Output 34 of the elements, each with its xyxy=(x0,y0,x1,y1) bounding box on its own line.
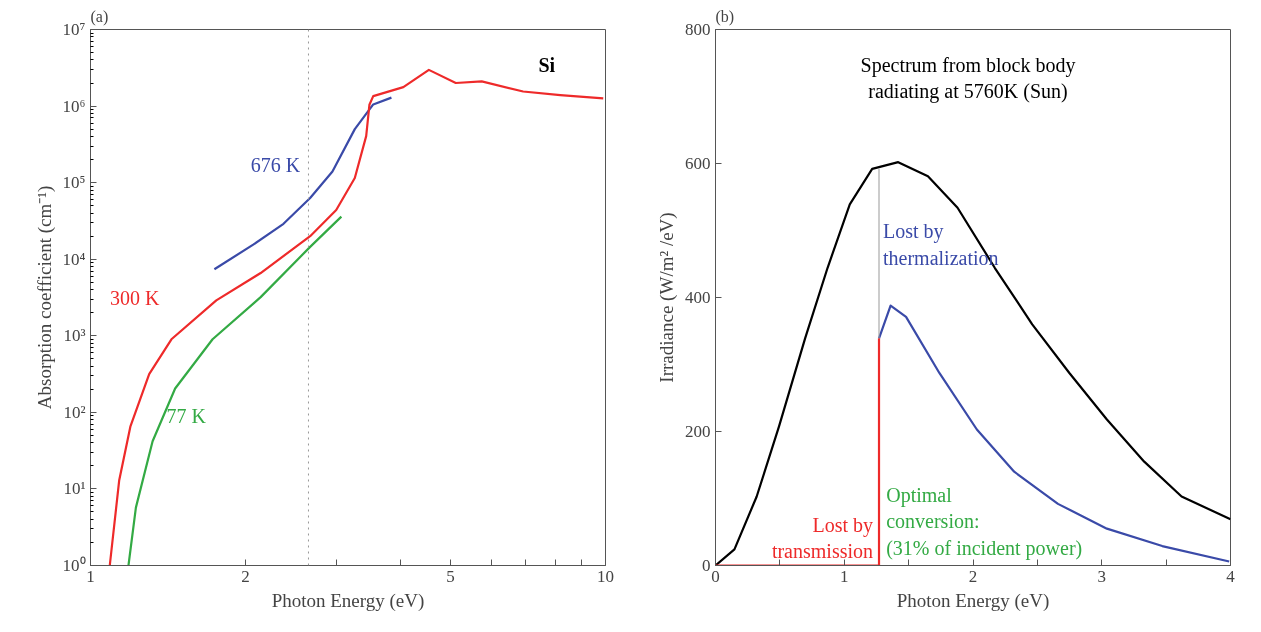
y-tick-label: 10⁰ xyxy=(62,556,86,575)
x-tick-label: 5 xyxy=(446,566,455,586)
x-axis-title: Photon Energy (eV) xyxy=(271,589,425,612)
chart-title: (b) xyxy=(715,7,735,26)
x-tick-label: 3 xyxy=(1097,566,1106,586)
series-label: 77 K xyxy=(166,405,207,428)
y-axis-title: Irradiance (W/m² /eV) xyxy=(656,212,678,383)
y-tick-label: 10⁵ xyxy=(62,173,86,193)
y-tick-label: 10¹ xyxy=(63,479,86,499)
series-label: Lost by transmission xyxy=(771,514,874,563)
y-tick-label: 400 xyxy=(685,288,711,307)
y-tick-label: 10² xyxy=(63,402,86,422)
line-series xyxy=(877,304,1231,563)
x-axis-title: Photon Energy (eV) xyxy=(896,589,1050,612)
annotation: Si xyxy=(538,54,556,76)
chart-title: (a) xyxy=(90,7,109,26)
y-tick-label: 600 xyxy=(685,154,711,173)
y-tick-label: 10⁷ xyxy=(62,20,86,39)
x-tick-label: 2 xyxy=(968,566,978,586)
y-tick-label: 10³ xyxy=(63,326,86,346)
annotation: Optimal conversion: (31% of incident power) xyxy=(886,484,1083,560)
y-tick-label: 800 xyxy=(685,20,711,39)
series-label: 676 K xyxy=(250,154,301,177)
series-label: 300 K xyxy=(109,287,160,310)
x-tick-label: 4 xyxy=(1226,566,1236,586)
x-tick-label: 2 xyxy=(241,566,250,586)
y-tick-label: 200 xyxy=(685,422,711,441)
y-tick-label: 10⁴ xyxy=(62,249,86,269)
x-tick-label: 1 xyxy=(840,566,849,586)
x-tick-label: 10 xyxy=(597,566,614,586)
y-axis-title: Absorption coefficient (cm⁻¹) xyxy=(33,185,56,410)
y-tick-label: 10⁶ xyxy=(62,96,86,116)
annotation: Spectrum from block body radiating at 5760K (Sun) xyxy=(860,54,1076,104)
x-tick-label: 1 xyxy=(86,566,95,586)
